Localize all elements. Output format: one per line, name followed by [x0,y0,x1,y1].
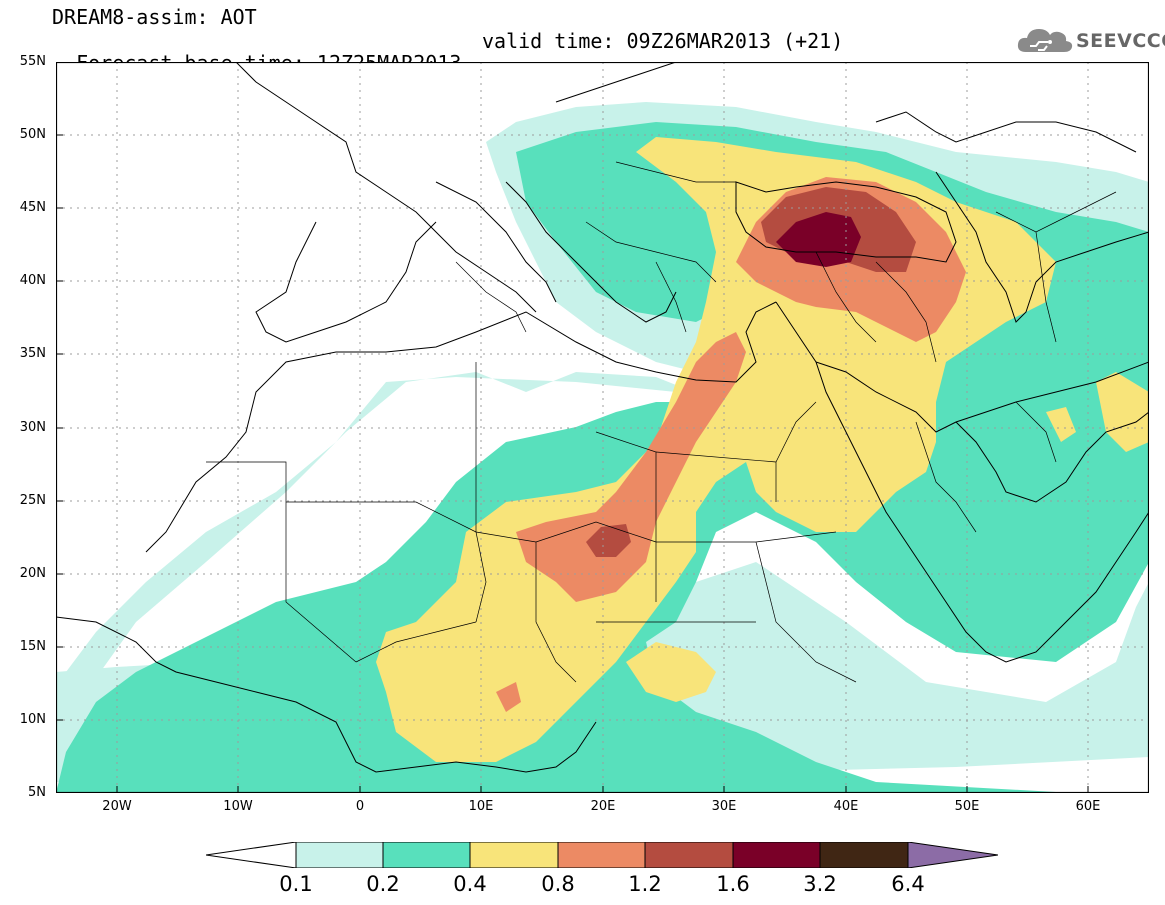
colorbar-swatch [469,841,559,869]
colorbar-tick: 1.6 [716,872,750,896]
colorbar [205,841,999,869]
country-borders [206,161,1117,683]
lon-label: 30E [711,799,737,814]
colorbar-swatch [819,841,909,869]
lat-label: 25N [19,493,46,508]
colorbar-under-triangle [205,841,297,869]
colorbar-over-triangle [907,841,999,869]
aot-map [55,61,1150,794]
aot-band-0.8 [516,332,746,602]
colorbar-swatch [644,841,734,869]
lat-label: 35N [19,346,46,361]
map-title: DREAM8-assim: AOT [52,5,257,29]
colorbar-tick: 0.4 [453,872,487,896]
graticule [56,62,1149,793]
lat-label: 40N [19,273,46,288]
aot-band-0.4 [1046,407,1076,442]
lat-label: 5N [28,785,46,800]
lat-label: 15N [19,639,46,654]
colorbar-tick: 3.2 [803,872,837,896]
colorbar-tick: 0.8 [541,872,575,896]
lon-label: 60E [1075,799,1101,814]
logo-text: SEEVCCC [1076,30,1165,52]
colorbar-swatch [557,841,646,869]
lon-label: 10W [223,799,253,814]
lat-label: 20N [19,566,46,581]
coastlines [56,62,1149,773]
aot-band-0.8 [496,682,521,712]
lat-label: 10N [19,712,46,727]
colorbar-tick: 0.2 [366,872,400,896]
aot-band-1.2 [586,524,631,557]
lat-label: 45N [19,200,46,215]
colorbar-tick: 0.1 [279,872,313,896]
colorbar-swatch [295,841,384,869]
lon-label: 40E [833,799,859,814]
seevccc-logo: SEEVCCC [1016,22,1165,56]
colorbar-swatch [382,841,471,869]
lat-label: 50N [19,127,46,142]
lon-label: 50E [954,799,980,814]
lon-label: 20W [102,799,132,814]
colorbar-tick: 1.2 [628,872,662,896]
aot-band-1.6 [776,212,861,267]
lon-label: 20E [590,799,616,814]
aot-band-0.4 [1096,372,1149,452]
lon-label: 10E [468,799,494,814]
lat-label: 55N [19,54,46,69]
aot-band-0.4 [626,642,716,702]
cloud-icon [1017,29,1073,52]
valid-time: valid time: 09Z26MAR2013 (+21) [482,29,844,53]
lon-label: 0 [355,799,365,814]
colorbar-swatch [732,841,821,869]
lat-label: 30N [19,420,46,435]
colorbar-tick: 6.4 [891,872,925,896]
